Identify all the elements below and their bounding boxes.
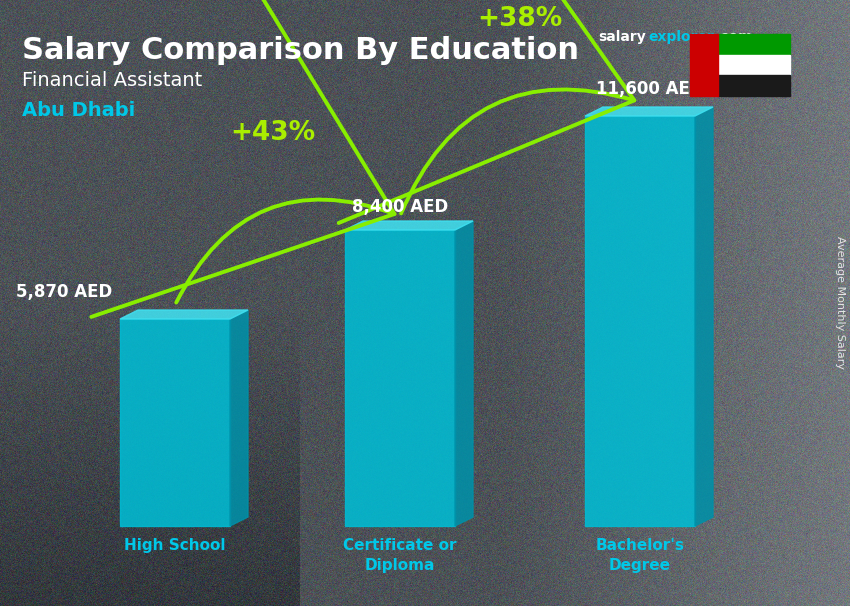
Text: Salary Comparison By Education: Salary Comparison By Education	[22, 36, 579, 65]
Text: 8,400 AED: 8,400 AED	[352, 198, 448, 216]
Bar	[718, 34, 790, 55]
Polygon shape	[345, 221, 473, 230]
Polygon shape	[585, 116, 695, 526]
Text: 5,870 AED: 5,870 AED	[16, 283, 112, 301]
Text: explorer: explorer	[648, 30, 714, 44]
Text: +43%: +43%	[230, 120, 315, 146]
Text: Bachelor's
Degree: Bachelor's Degree	[596, 538, 684, 573]
Text: Certificate or
Diploma: Certificate or Diploma	[343, 538, 456, 573]
FancyArrowPatch shape	[338, 0, 634, 223]
Polygon shape	[455, 221, 473, 526]
Bar	[718, 55, 790, 75]
Text: Abu Dhabi: Abu Dhabi	[22, 101, 135, 120]
Polygon shape	[585, 107, 713, 116]
FancyArrowPatch shape	[91, 0, 394, 317]
Text: 11,600 AED: 11,600 AED	[596, 80, 704, 98]
Polygon shape	[345, 230, 455, 526]
Text: salary: salary	[598, 30, 646, 44]
Polygon shape	[120, 310, 248, 319]
Bar	[718, 75, 790, 96]
Text: Average Monthly Salary: Average Monthly Salary	[835, 236, 845, 370]
Text: Financial Assistant: Financial Assistant	[22, 71, 202, 90]
Text: .com: .com	[716, 30, 753, 44]
Text: +38%: +38%	[478, 6, 563, 32]
Polygon shape	[695, 107, 713, 526]
Bar	[690, 34, 718, 96]
Text: High School: High School	[124, 538, 226, 553]
Polygon shape	[230, 310, 248, 526]
Polygon shape	[120, 319, 230, 526]
